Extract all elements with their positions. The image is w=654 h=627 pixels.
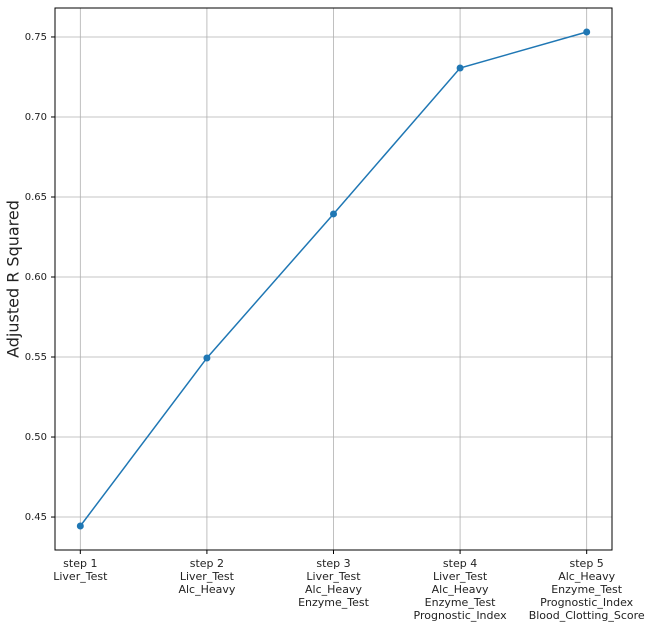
marker — [203, 354, 211, 362]
y-axis-label: Adjusted R Squared — [4, 200, 23, 358]
y-tick-label: 0.65 — [25, 192, 47, 203]
marker — [456, 64, 464, 72]
y-tick-label: 0.60 — [25, 272, 47, 283]
plot-frame — [54, 7, 613, 551]
marker — [330, 210, 337, 218]
y-tick-label: 0.70 — [25, 112, 47, 123]
x-tick-label: step 2 Liver_Test Alc_Heavy — [178, 557, 236, 596]
x-tick-label: step 3 Liver_Test Alc_Heavy Enzyme_Test — [298, 557, 369, 609]
marker — [583, 28, 591, 36]
y-tick-label: 0.50 — [25, 432, 47, 443]
x-tick-label: step 4 Liver_Test Alc_Heavy Enzyme_Test … — [413, 557, 507, 622]
y-tick-label: 0.55 — [25, 352, 47, 363]
y-tick-label: 0.45 — [25, 512, 47, 523]
x-tick-label: step 5 Alc_Heavy Enzyme_Test Prognostic_… — [528, 557, 645, 622]
x-tick-label: step 1 Liver_Test — [53, 557, 108, 583]
marker — [76, 522, 84, 530]
y-tick-label: 0.75 — [25, 32, 47, 43]
